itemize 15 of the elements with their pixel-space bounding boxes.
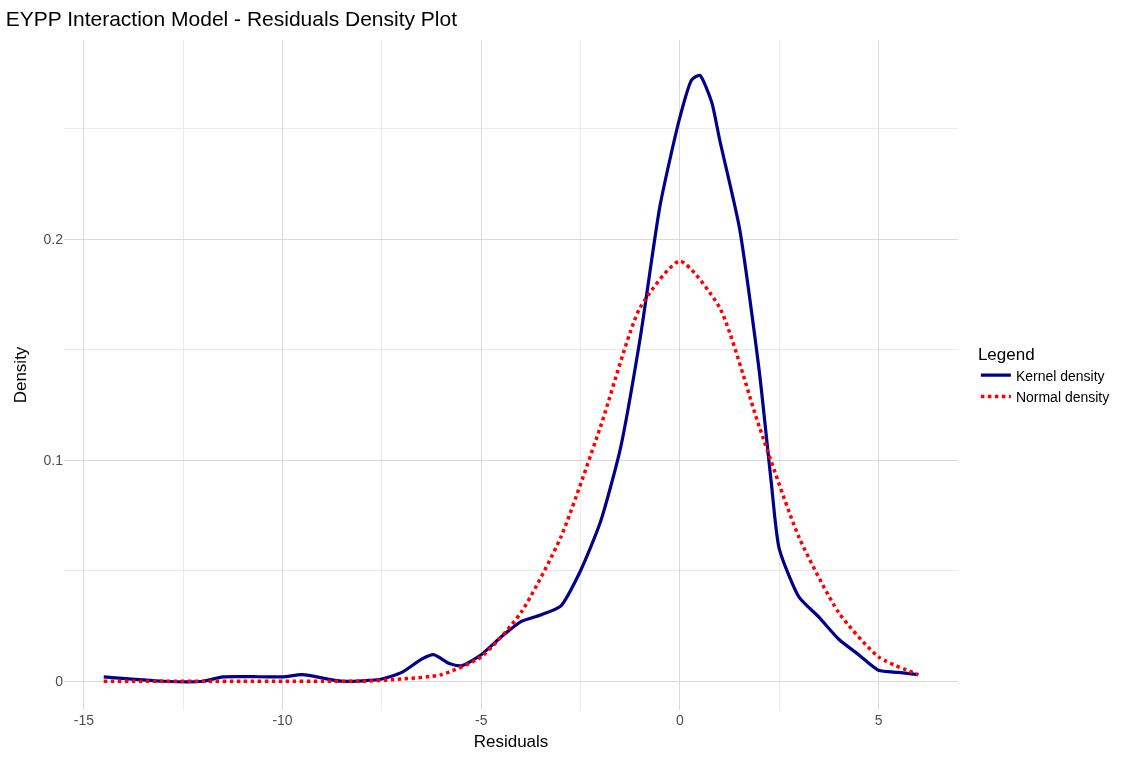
x-tick-label: -5 — [474, 712, 488, 728]
y-tick-label: 0.1 — [43, 452, 64, 469]
x-tick-label: 5 — [874, 712, 883, 728]
y-tick-label: 0 — [55, 673, 64, 690]
x-axis-title: Residuals — [473, 732, 549, 752]
legend-label: Normal density — [1015, 388, 1110, 405]
x-tick-label: -15 — [73, 712, 95, 728]
y-axis-title: Density — [11, 346, 31, 404]
line-series — [101, 259, 921, 684]
legend-label: Kernel density — [1015, 367, 1105, 384]
x-tick-label: -10 — [272, 712, 293, 728]
chart-title: EYPP Interaction Model - Residuals Density Plot — [5, 7, 458, 31]
x-tick-label: 0 — [675, 712, 684, 728]
legend-title: Legend — [977, 344, 1035, 364]
y-tick-label: 0.2 — [43, 230, 64, 247]
